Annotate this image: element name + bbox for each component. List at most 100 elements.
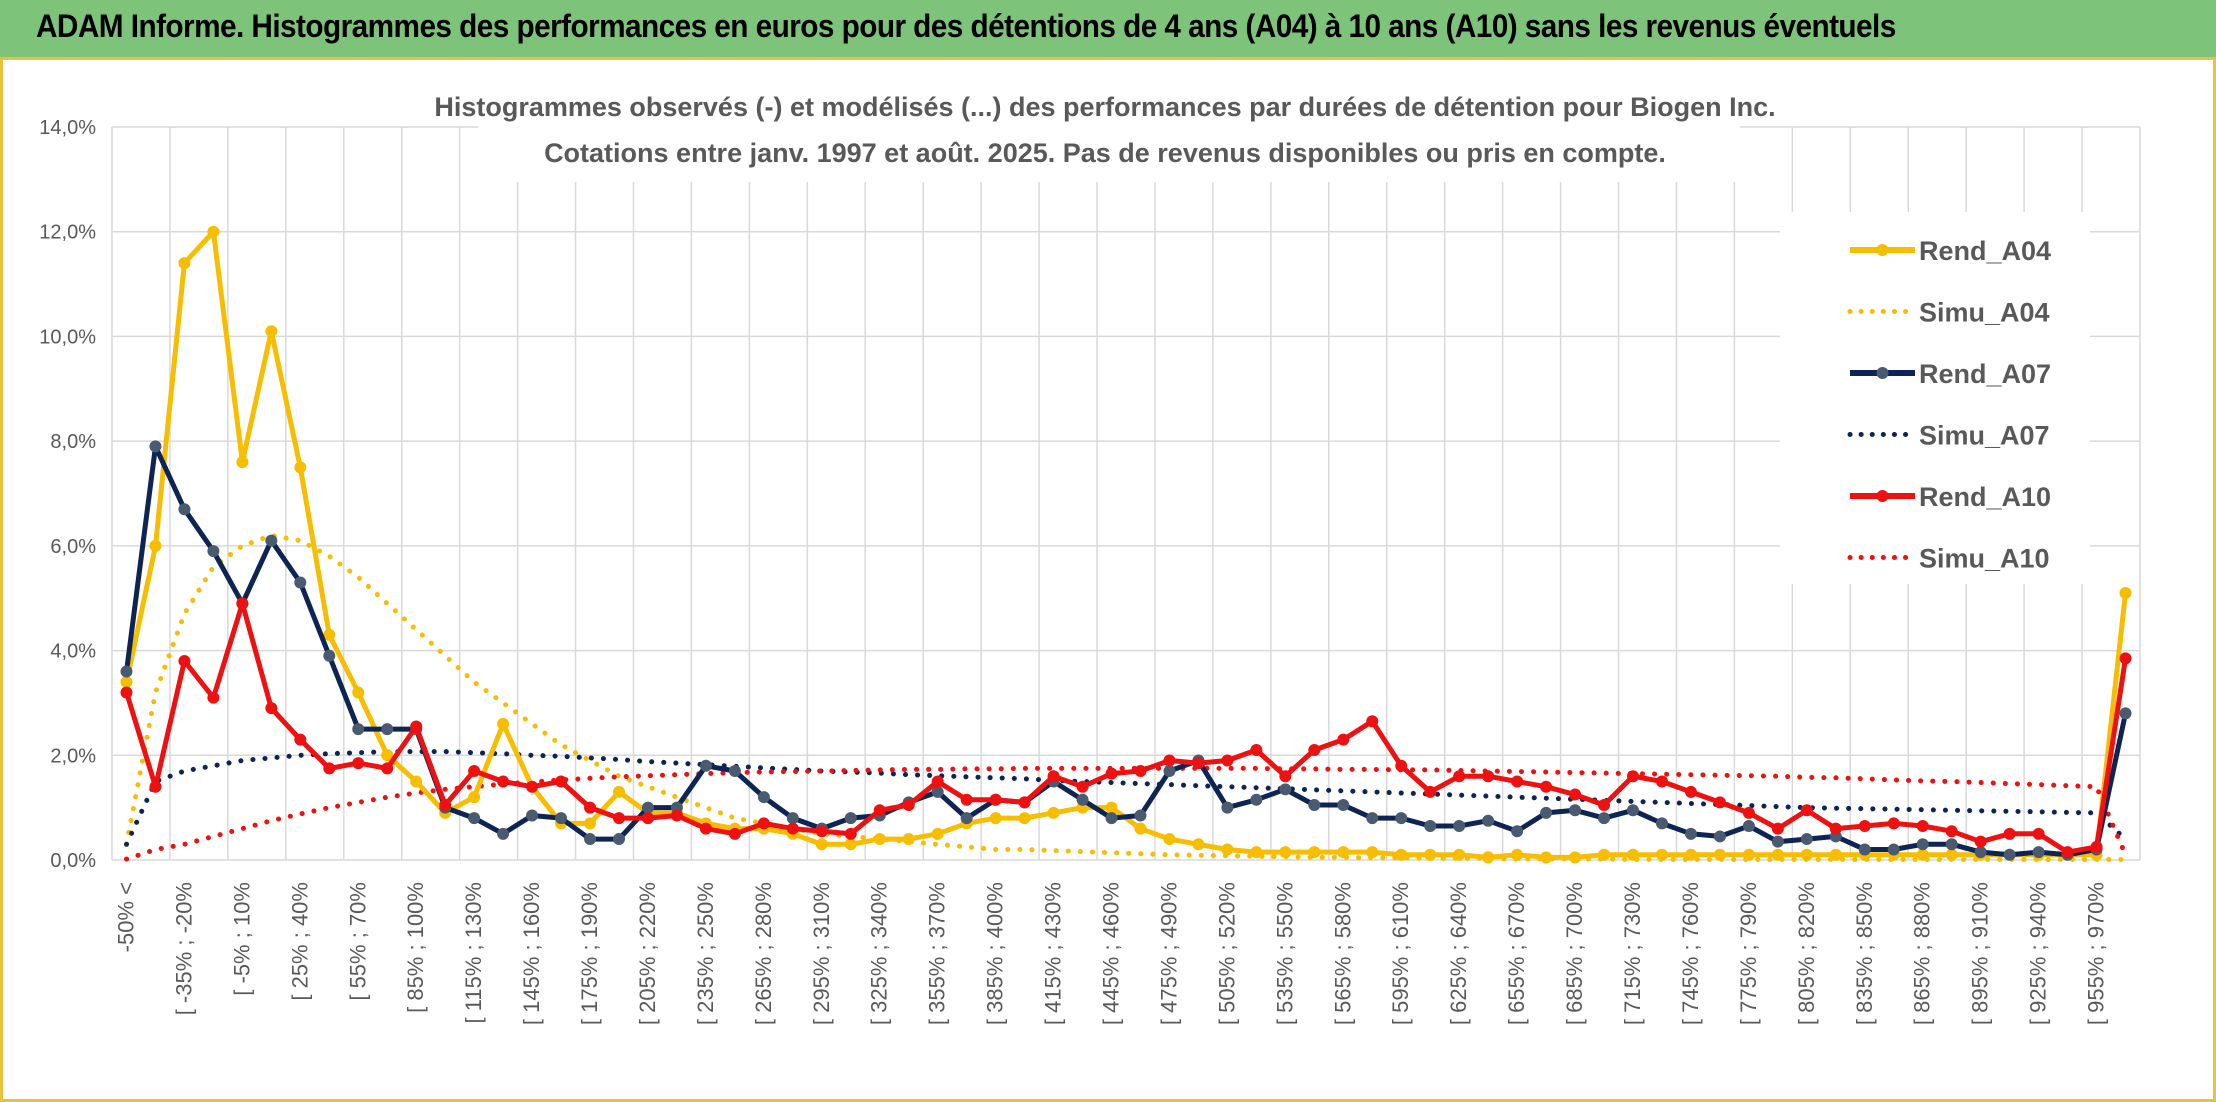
point-Rend_A07 [1858, 843, 1871, 856]
point-Rend_A04 [1424, 848, 1437, 861]
point-Rend_A10 [555, 775, 568, 788]
x-tick-label: [ 175% ; 190% [577, 882, 602, 1025]
point-Rend_A07 [641, 801, 654, 814]
point-Rend_A07 [1163, 764, 1176, 777]
point-Rend_A07 [1569, 804, 1582, 817]
point-Rend_A10 [1540, 780, 1553, 793]
point-Rend_A10 [381, 762, 394, 775]
point-Rend_A10 [207, 691, 220, 704]
point-Rend_A07 [1655, 817, 1668, 830]
point-Rend_A07 [1684, 827, 1697, 840]
point-Rend_A10 [178, 655, 191, 668]
x-tick-label: [ 385% ; 400% [983, 882, 1008, 1025]
point-Rend_A07 [960, 812, 973, 825]
point-Rend_A07 [1105, 812, 1118, 825]
x-tick-label: [ -5% ; 10% [229, 882, 254, 996]
point-Rend_A10 [1627, 770, 1639, 783]
x-tick-label: [ 355% ; 370% [925, 882, 950, 1025]
point-Rend_A10 [1569, 788, 1582, 801]
point-Rend_A07 [1250, 793, 1263, 806]
point-Rend_A07 [381, 723, 394, 736]
point-Rend_A10 [1221, 754, 1234, 767]
y-tick-label: 12,0% [39, 222, 96, 244]
point-Rend_A04 [1221, 843, 1234, 856]
line-Rend_A10 [124, 601, 2128, 855]
point-Rend_A10 [2032, 827, 2045, 840]
line-Simu_A04 [124, 532, 2128, 862]
point-Rend_A07 [1221, 801, 1234, 814]
series-group [120, 225, 2132, 864]
point-Rend_A07 [1424, 819, 1437, 832]
point-Rend_A07 [2119, 707, 2132, 720]
point-Rend_A04 [1366, 846, 1379, 859]
point-Rend_A04 [1250, 846, 1263, 859]
point-Rend_A04 [497, 717, 510, 730]
x-tick-label: [ 925% ; 940% [2026, 882, 2051, 1025]
point-Rend_A07 [728, 764, 741, 777]
x-tick-label: [ 85% ; 100% [403, 882, 428, 1013]
point-Rend_A04 [468, 791, 481, 804]
point-Rend_A04 [1655, 848, 1668, 861]
point-Rend_A10 [757, 817, 770, 830]
x-tick-label: [ 205% ; 220% [635, 882, 660, 1025]
line-Simu_A07 [124, 749, 2128, 847]
x-tick-label: [ 415% ; 430% [1041, 882, 1066, 1025]
point-Rend_A04 [236, 456, 249, 469]
point-Rend_A07 [786, 812, 799, 825]
point-Rend_A10 [1829, 822, 1842, 835]
point-Rend_A04 [265, 325, 278, 338]
x-tick-label: [ 865% ; 880% [1910, 882, 1935, 1025]
point-Rend_A10 [815, 825, 828, 838]
x-tick-label: [ 655% ; 670% [1504, 882, 1529, 1025]
point-Rend_A10 [120, 686, 133, 699]
y-tick-label: 6,0% [50, 536, 96, 558]
point-Rend_A07 [2003, 848, 2016, 861]
point-Rend_A10 [1047, 770, 1060, 783]
point-Rend_A04 [1308, 846, 1321, 859]
point-Rend_A07 [1511, 825, 1524, 838]
series-Simu_A04 [124, 532, 2128, 862]
point-Rend_A07 [1598, 812, 1611, 825]
x-axis: -50% < [ -35% ; -20% [ -5% ; 10% [ 25% ; 40… [113, 882, 2108, 1025]
point-Rend_A10 [1684, 785, 1697, 798]
x-tick-label: [ 625% ; 640% [1446, 882, 1471, 1025]
y-tick-label: 2,0% [50, 745, 96, 767]
x-tick-label: [ 835% ; 850% [1852, 882, 1877, 1025]
point-Rend_A04 [1771, 848, 1784, 861]
point-Rend_A04 [410, 775, 423, 788]
point-Rend_A10 [902, 799, 915, 812]
point-Rend_A10 [1453, 770, 1466, 783]
point-Rend_A07 [931, 785, 944, 798]
point-Rend_A04 [294, 461, 307, 474]
point-Rend_A10 [584, 801, 597, 814]
legend-item-Rend_A04: Rend_A04 [1850, 236, 2051, 266]
legend-item-Rend_A07: Rend_A07 [1850, 359, 2051, 389]
point-Rend_A10 [728, 827, 741, 840]
point-Rend_A10 [1250, 744, 1263, 757]
title-background [478, 86, 1740, 182]
x-tick-label: [ -35% ; -20% [171, 882, 196, 1015]
line-Simu_A10 [124, 765, 2128, 862]
point-Rend_A10 [1279, 770, 1292, 783]
point-Rend_A10 [1974, 835, 1987, 848]
point-Rend_A04 [1337, 846, 1350, 859]
point-Rend_A10 [1134, 764, 1147, 777]
point-Rend_A04 [323, 628, 336, 641]
point-Rend_A07 [1482, 814, 1495, 827]
x-tick-label: [ 475% ; 490% [1156, 882, 1181, 1025]
y-tick-label: 10,0% [39, 326, 96, 348]
point-Rend_A10 [1482, 770, 1495, 783]
series-Rend_A10 [120, 597, 2132, 859]
point-Rend_A04 [613, 785, 625, 798]
point-Rend_A04 [2119, 586, 2132, 599]
report-title: ADAM Informe. Histogrammes des performan… [36, 8, 1896, 44]
point-Rend_A07 [1453, 819, 1466, 832]
point-Rend_A10 [1800, 804, 1813, 817]
legend-item-Rend_A10: Rend_A10 [1850, 482, 2051, 512]
point-Rend_A04 [584, 817, 597, 830]
x-tick-label: [ 295% ; 310% [809, 882, 834, 1025]
point-Rend_A10 [931, 775, 944, 788]
point-Rend_A10 [613, 812, 625, 825]
point-Rend_A07 [1076, 793, 1089, 806]
